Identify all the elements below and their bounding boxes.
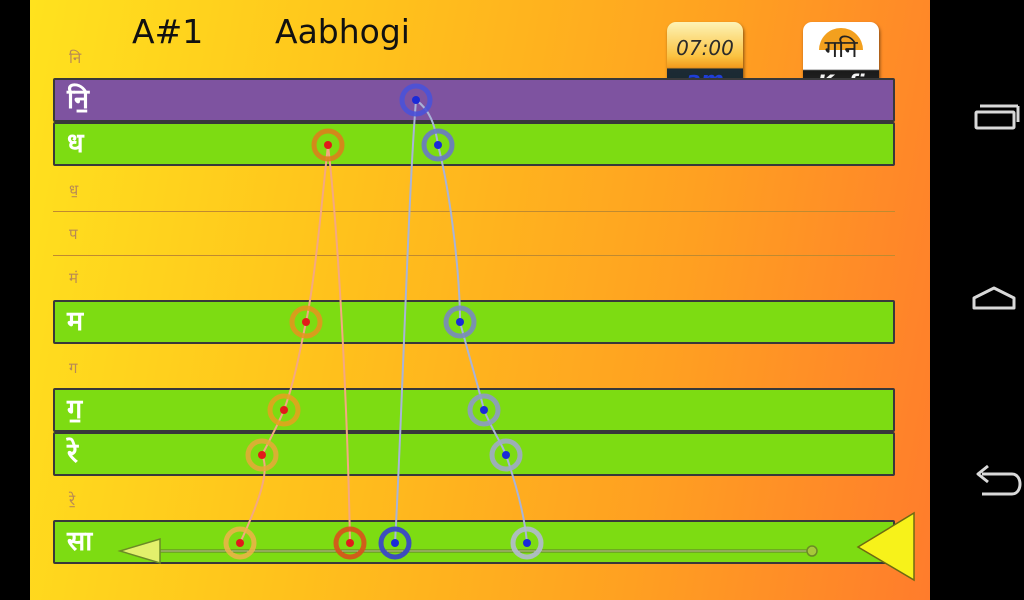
note-label: A#1 (132, 12, 204, 51)
row-ga-shuddh: ग (53, 346, 895, 386)
row-dha[interactable]: ध (53, 122, 895, 166)
row-label: ग (69, 359, 78, 377)
slider-thumb[interactable] (806, 545, 818, 557)
row-label: ध॒ (69, 181, 79, 199)
home-icon (972, 286, 1016, 310)
row-label: ग॒ (67, 394, 83, 425)
row-ma[interactable]: म (53, 300, 895, 344)
back-button[interactable] (930, 450, 1024, 510)
row-ma-tivra: मं (53, 256, 895, 300)
row-label: ध (67, 128, 84, 159)
row-label: सा (67, 526, 93, 557)
note-marker[interactable] (443, 305, 477, 339)
note-marker[interactable] (378, 526, 412, 560)
aroha-markers (223, 128, 367, 560)
note-marker[interactable] (333, 526, 367, 560)
raga-title: Aabhogi (275, 12, 410, 51)
note-marker[interactable] (421, 128, 455, 162)
time-text: 07:00 (676, 36, 734, 60)
row-label: मं (69, 269, 78, 287)
aroha-curve (239, 144, 351, 544)
row-label: म (67, 306, 84, 337)
note-marker[interactable] (510, 526, 544, 560)
note-marker[interactable] (223, 526, 257, 560)
note-marker[interactable] (467, 393, 501, 427)
row-label: रे॒ (69, 491, 76, 509)
row-ni-shuddh: नि (53, 36, 895, 76)
system-navigation-bar (930, 0, 1024, 600)
recents-icon (974, 104, 1020, 130)
row-re-komal: रे॒ (53, 478, 895, 518)
row-label: नि (69, 49, 82, 67)
raga-screen: A#1 Aabhogi 07:00 am गनि Kafi नि नि॒ ध ध… (30, 0, 930, 600)
row-label: नि॒ (67, 84, 89, 115)
thaat-glyph: गनि (824, 35, 858, 63)
row-sa[interactable]: सा (53, 520, 895, 564)
row-dha-komal: ध॒ (53, 168, 895, 212)
row-ni-komal[interactable]: नि॒ (53, 78, 895, 122)
note-marker[interactable] (289, 305, 323, 339)
note-marker[interactable] (245, 438, 279, 472)
triangle-right-icon[interactable] (856, 511, 915, 582)
row-label: प (69, 225, 78, 243)
back-icon (976, 464, 1022, 496)
note-marker[interactable] (489, 438, 523, 472)
avaroha-curve (394, 98, 528, 544)
recents-button[interactable] (930, 90, 1024, 150)
note-marker[interactable] (267, 393, 301, 427)
row-label: रे (67, 438, 79, 469)
note-marker[interactable] (311, 128, 345, 162)
avaroha-markers (378, 83, 544, 560)
triangle-left-icon[interactable] (117, 537, 161, 565)
home-button[interactable] (930, 270, 1024, 330)
row-ga-komal[interactable]: ग॒ (53, 388, 895, 432)
melody-graph (117, 83, 915, 582)
row-re[interactable]: रे (53, 432, 895, 476)
sun-icon (819, 28, 863, 50)
note-marker[interactable] (399, 83, 433, 117)
row-pa: प (53, 212, 895, 256)
